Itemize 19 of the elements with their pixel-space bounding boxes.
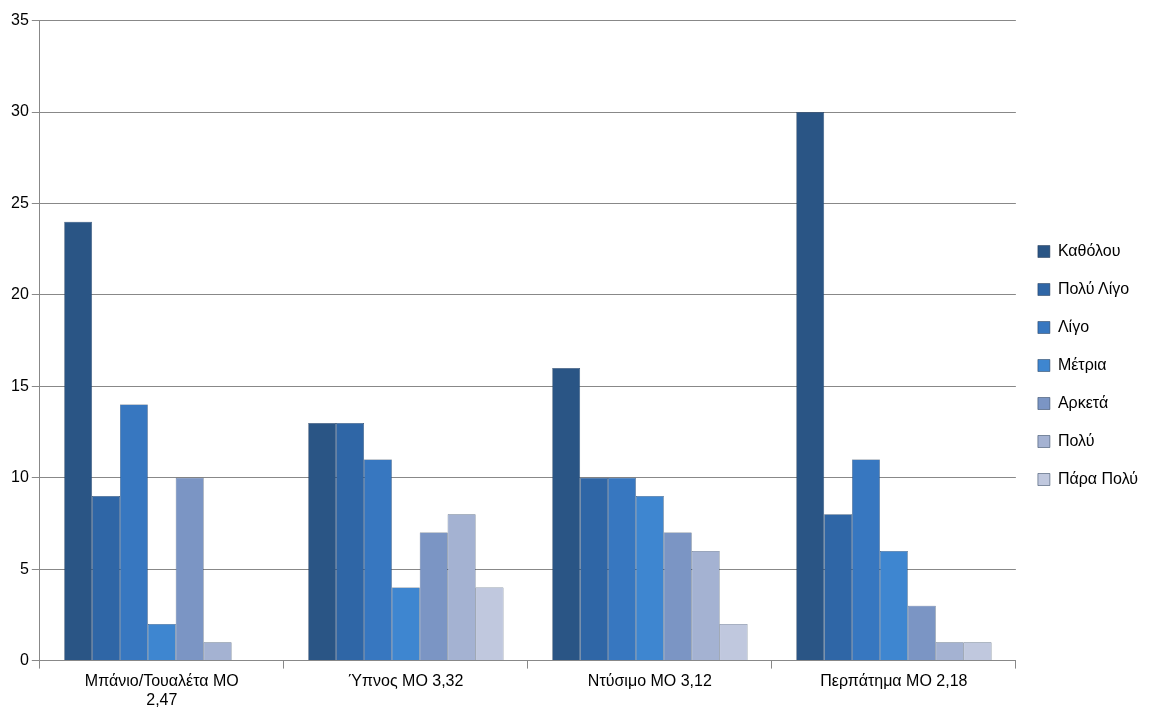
legend-label: Αρκετά bbox=[1057, 393, 1109, 411]
y-tick-label: 30 bbox=[11, 102, 29, 120]
legend-label: Καθόλου bbox=[1057, 241, 1121, 259]
legend-label: Λίγο bbox=[1057, 317, 1090, 335]
y-tick-label: 15 bbox=[11, 376, 29, 394]
y-tick-label: 5 bbox=[19, 559, 29, 577]
legend-label: Πάρα Πολύ bbox=[1057, 469, 1139, 487]
y-tick-label: 10 bbox=[11, 468, 29, 486]
legend-label: Πολύ Λίγο bbox=[1057, 279, 1130, 297]
y-tick-label: 20 bbox=[11, 285, 29, 303]
y-tick-label: 35 bbox=[11, 11, 29, 29]
legend-label: Πολύ bbox=[1057, 431, 1095, 449]
x-tick-label: Ύπνος ΜΟ 3,32 bbox=[348, 671, 464, 689]
y-tick-label: 25 bbox=[11, 193, 29, 211]
x-tick-label: Περπάτημα ΜΟ 2,18 bbox=[820, 671, 968, 689]
x-tick-label: Ντύσιμο ΜΟ 3,12 bbox=[587, 671, 712, 689]
legend-label: Μέτρια bbox=[1057, 355, 1107, 373]
x-tick-label: Μπάνιο/Τουαλέτα ΜΟ 2,47 bbox=[84, 671, 239, 708]
y-tick-label: 0 bbox=[19, 651, 29, 669]
